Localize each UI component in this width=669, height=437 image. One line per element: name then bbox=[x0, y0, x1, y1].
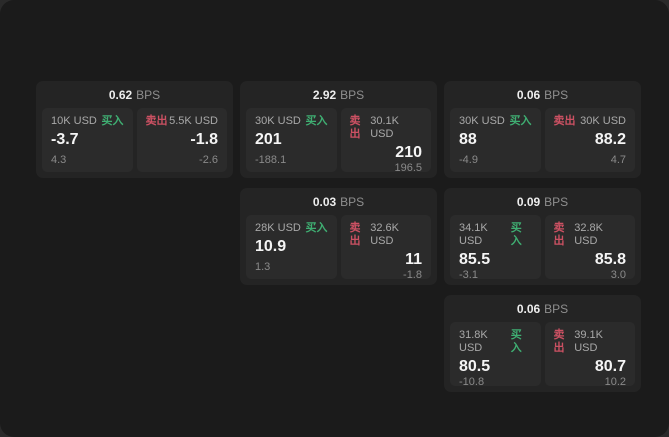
spread-unit: BPS bbox=[340, 194, 365, 209]
sell-sub-value: 4.7 bbox=[610, 154, 626, 166]
spread-value: 0.62 bbox=[108, 87, 133, 102]
sell-price: -1.8 bbox=[190, 131, 218, 148]
buy-size: 30K USD bbox=[255, 115, 301, 127]
sell-size: 39.1K USD bbox=[574, 329, 603, 354]
sell-sub-value: 196.5 bbox=[394, 162, 422, 174]
quote-card: 0.62 BPS 10K USD 买入 -3.7 4.3 卖出 5.5K USD… bbox=[36, 81, 233, 178]
buy-price: 10.9 bbox=[255, 238, 287, 255]
buy-price: 80.5 bbox=[459, 358, 491, 375]
spread-unit: BPS bbox=[544, 87, 569, 102]
buy-price: 85.5 bbox=[459, 251, 491, 268]
sell-label: 卖出 bbox=[553, 115, 576, 127]
sell-label: 卖出 bbox=[349, 222, 361, 247]
sell-price: 210 bbox=[395, 144, 422, 161]
quote-card: 0.06 BPS 31.8K USD 买入 80.5 -10.8 卖出 39.1… bbox=[444, 295, 641, 392]
sell-size: 5.5K USD bbox=[169, 115, 218, 127]
buy-label: 买入 bbox=[510, 222, 522, 247]
buy-size: 10K USD bbox=[51, 115, 97, 127]
spread-value: 0.06 bbox=[516, 301, 541, 316]
quote-card: 0.06 BPS 30K USD 买入 88 -4.9 卖出 30K USD 8… bbox=[444, 81, 641, 178]
sell-size: 32.8K USD bbox=[574, 222, 603, 247]
spread-value: 0.09 bbox=[516, 194, 541, 209]
spread-header: 0.62 BPS bbox=[36, 81, 233, 108]
buy-sub-value: -10.8 bbox=[459, 376, 485, 388]
sell-panel[interactable]: 卖出 30.1K USD 210 196.5 bbox=[340, 108, 431, 174]
sell-price: 80.7 bbox=[594, 358, 626, 375]
sell-label: 卖出 bbox=[553, 222, 565, 247]
spread-value: 0.03 bbox=[312, 194, 337, 209]
spread-unit: BPS bbox=[544, 194, 569, 209]
buy-panel[interactable]: 31.8K USD 买入 80.5 -10.8 bbox=[450, 322, 541, 388]
buy-sub-value: 4.3 bbox=[51, 154, 67, 166]
buy-size: 30K USD bbox=[459, 115, 505, 127]
spread-value: 2.92 bbox=[312, 87, 337, 102]
sell-panel[interactable]: 卖出 39.1K USD 80.7 10.2 bbox=[544, 322, 635, 388]
sell-price: 85.8 bbox=[594, 251, 626, 268]
buy-label: 买入 bbox=[305, 115, 328, 127]
spread-header: 0.06 BPS bbox=[444, 81, 641, 108]
buy-label: 买入 bbox=[305, 222, 328, 234]
spread-header: 2.92 BPS bbox=[240, 81, 437, 108]
buy-price: -3.7 bbox=[51, 131, 79, 148]
buy-size: 31.8K USD bbox=[459, 329, 488, 354]
buy-panel[interactable]: 34.1K USD 买入 85.5 -3.1 bbox=[450, 215, 541, 281]
sell-panel[interactable]: 卖出 32.6K USD 11 -1.8 bbox=[340, 215, 431, 281]
buy-sub-value: -4.9 bbox=[459, 154, 478, 166]
buy-panel[interactable]: 10K USD 买入 -3.7 4.3 bbox=[42, 108, 133, 172]
sell-sub-value: -2.6 bbox=[199, 154, 218, 166]
sell-sub-value: 3.0 bbox=[610, 269, 626, 281]
sell-price: 11 bbox=[405, 251, 422, 268]
sell-label: 卖出 bbox=[145, 115, 168, 127]
buy-sub-value: -188.1 bbox=[255, 154, 287, 166]
buy-panel[interactable]: 28K USD 买入 10.9 1.3 bbox=[246, 215, 337, 279]
quote-card: 0.03 BPS 28K USD 买入 10.9 1.3 卖出 32.6K US… bbox=[240, 188, 437, 285]
quote-card: 2.92 BPS 30K USD 买入 201 -188.1 卖出 30.1K … bbox=[240, 81, 437, 178]
sell-sub-value: -1.8 bbox=[403, 269, 422, 281]
buy-size: 34.1K USD bbox=[459, 222, 488, 247]
buy-label: 买入 bbox=[101, 115, 124, 127]
buy-label: 买入 bbox=[510, 329, 522, 354]
buy-sub-value: 1.3 bbox=[255, 261, 271, 273]
spread-unit: BPS bbox=[340, 87, 365, 102]
buy-label: 买入 bbox=[509, 115, 532, 127]
spread-header: 0.09 BPS bbox=[444, 188, 641, 215]
sell-panel[interactable]: 卖出 32.8K USD 85.8 3.0 bbox=[544, 215, 635, 281]
buy-price: 88 bbox=[459, 131, 477, 148]
spread-header: 0.03 BPS bbox=[240, 188, 437, 215]
sell-price: 88.2 bbox=[594, 131, 626, 148]
sell-label: 卖出 bbox=[553, 329, 565, 354]
spread-unit: BPS bbox=[544, 301, 569, 316]
buy-size: 28K USD bbox=[255, 222, 301, 234]
buy-sub-value: -3.1 bbox=[459, 269, 478, 281]
quote-card: 0.09 BPS 34.1K USD 买入 85.5 -3.1 卖出 32.8K… bbox=[444, 188, 641, 285]
sell-size: 32.6K USD bbox=[370, 222, 399, 247]
spread-header: 0.06 BPS bbox=[444, 295, 641, 322]
spread-unit: BPS bbox=[136, 87, 161, 102]
sell-panel[interactable]: 卖出 30K USD 88.2 4.7 bbox=[544, 108, 635, 172]
sell-size: 30K USD bbox=[580, 115, 626, 127]
sell-label: 卖出 bbox=[349, 115, 361, 140]
sell-sub-value: 10.2 bbox=[604, 376, 626, 388]
buy-panel[interactable]: 30K USD 买入 88 -4.9 bbox=[450, 108, 541, 172]
buy-panel[interactable]: 30K USD 买入 201 -188.1 bbox=[246, 108, 337, 172]
buy-price: 201 bbox=[255, 131, 282, 148]
sell-panel[interactable]: 卖出 5.5K USD -1.8 -2.6 bbox=[136, 108, 227, 172]
sell-size: 30.1K USD bbox=[370, 115, 399, 140]
spread-value: 0.06 bbox=[516, 87, 541, 102]
